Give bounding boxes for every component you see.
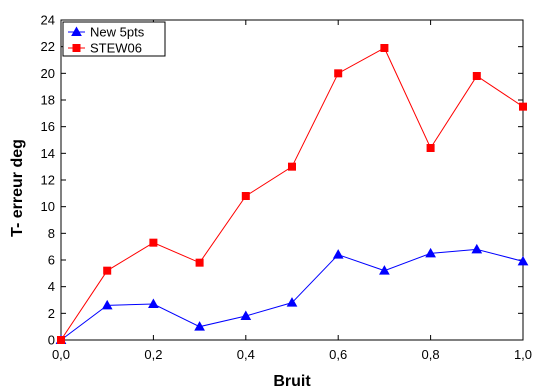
data-point <box>426 144 435 152</box>
y-tick-label: 20 <box>41 66 55 81</box>
data-point <box>101 299 113 310</box>
y-tick-label: 6 <box>48 253 55 268</box>
data-point <box>241 192 250 200</box>
data-point <box>332 249 344 259</box>
plot-area <box>60 19 524 341</box>
data-point <box>194 321 205 331</box>
x-tick-label: 1,0 <box>514 347 532 362</box>
series-new-5pts <box>55 243 529 344</box>
data-point <box>195 258 204 267</box>
x-tick-label: 0,6 <box>329 347 347 362</box>
y-tick-label: 22 <box>41 39 55 54</box>
data-point <box>517 255 529 266</box>
data-point <box>472 72 481 80</box>
y-tick-label: 24 <box>41 13 55 28</box>
x-tick-label: 0,8 <box>422 347 440 362</box>
data-point <box>103 266 112 275</box>
x-axis: 0,0 0,2 0,4 0,6 0,8 1,0 <box>52 20 532 362</box>
data-point <box>334 69 343 78</box>
y-tick-label: 8 <box>48 226 55 241</box>
y-tick-label: 2 <box>48 306 55 321</box>
y-axis-label: T- erreur deg <box>9 139 26 237</box>
y-tick-label: 10 <box>41 199 55 214</box>
x-tick-label: 0,0 <box>52 347 70 362</box>
series-layer <box>55 44 529 344</box>
data-point <box>286 297 298 307</box>
data-point <box>380 44 389 52</box>
data-point <box>57 336 65 344</box>
data-point <box>149 238 158 247</box>
data-point <box>240 310 252 320</box>
data-point <box>379 265 390 275</box>
series-line <box>60 248 524 341</box>
data-point <box>148 298 159 308</box>
y-tick-label: 0 <box>48 333 55 348</box>
y-tick-label: 18 <box>41 93 55 108</box>
data-point <box>425 247 436 258</box>
legend-marker <box>71 26 82 36</box>
data-point <box>471 243 483 254</box>
data-point <box>519 102 527 111</box>
series-stew06 <box>57 44 527 344</box>
y-tick-label: 14 <box>41 146 55 161</box>
data-point <box>288 162 296 171</box>
plot-frame <box>60 19 524 341</box>
y-tick-label: 12 <box>41 173 55 188</box>
legend-label: STEW06 <box>90 41 142 56</box>
y-tick-label: 4 <box>48 279 55 294</box>
x-axis-label: Bruit <box>273 373 311 390</box>
y-tick-label: 16 <box>41 119 55 134</box>
x-tick-label: 0,4 <box>237 347 255 362</box>
legend-label: New 5pts <box>90 25 145 40</box>
series-line <box>60 47 524 341</box>
x-tick-label: 0,2 <box>144 347 162 362</box>
legend-marker <box>72 44 81 52</box>
